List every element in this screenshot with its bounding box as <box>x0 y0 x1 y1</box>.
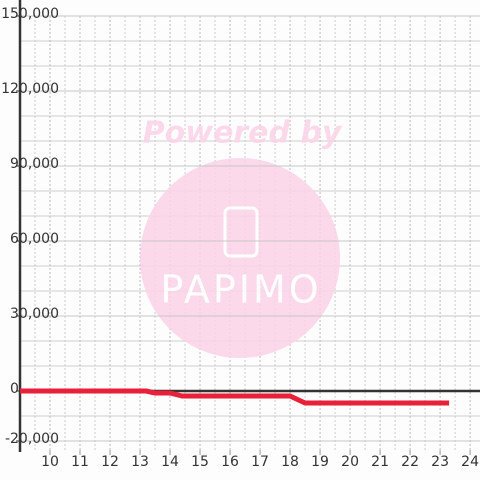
x-tick-label: 21 <box>371 454 389 470</box>
x-tick-label: 19 <box>311 454 329 470</box>
watermark-circle <box>140 158 340 358</box>
y-tick-label: 30,000 <box>10 306 59 322</box>
x-tick-label: 22 <box>401 454 419 470</box>
x-tick-label: 16 <box>221 454 239 470</box>
watermark-brand: PAPIMO <box>160 268 321 312</box>
y-tick-label: 120,000 <box>1 81 59 97</box>
x-tick-label: 14 <box>161 454 179 470</box>
x-tick-label: 18 <box>281 454 299 470</box>
data-line <box>20 388 450 406</box>
x-tick-label: 13 <box>131 454 149 470</box>
watermark-text: Powered by <box>143 116 343 151</box>
x-tick-label: 24 <box>461 454 479 470</box>
x-tick-label: 15 <box>191 454 209 470</box>
y-tick-label: 60,000 <box>10 231 59 247</box>
axes: -20,000 0 30,000 60,000 90,000 120,000 150,000… <box>1 0 480 470</box>
y-tick-label: -20,000 <box>5 431 59 447</box>
x-tick-label: 11 <box>71 454 89 470</box>
watermark-icon <box>223 206 259 258</box>
x-tick-label: 23 <box>431 454 449 470</box>
y-tick-label: 0 <box>10 381 19 397</box>
y-tick-label: 90,000 <box>10 156 59 172</box>
watermark: Powered by PAPIMO <box>140 116 343 358</box>
x-tick-label: 10 <box>41 454 59 470</box>
x-tick-label: 12 <box>101 454 119 470</box>
y-tick-label: 150,000 <box>1 6 59 22</box>
x-tick-label: 20 <box>341 454 359 470</box>
x-tick-label: 17 <box>251 454 269 470</box>
